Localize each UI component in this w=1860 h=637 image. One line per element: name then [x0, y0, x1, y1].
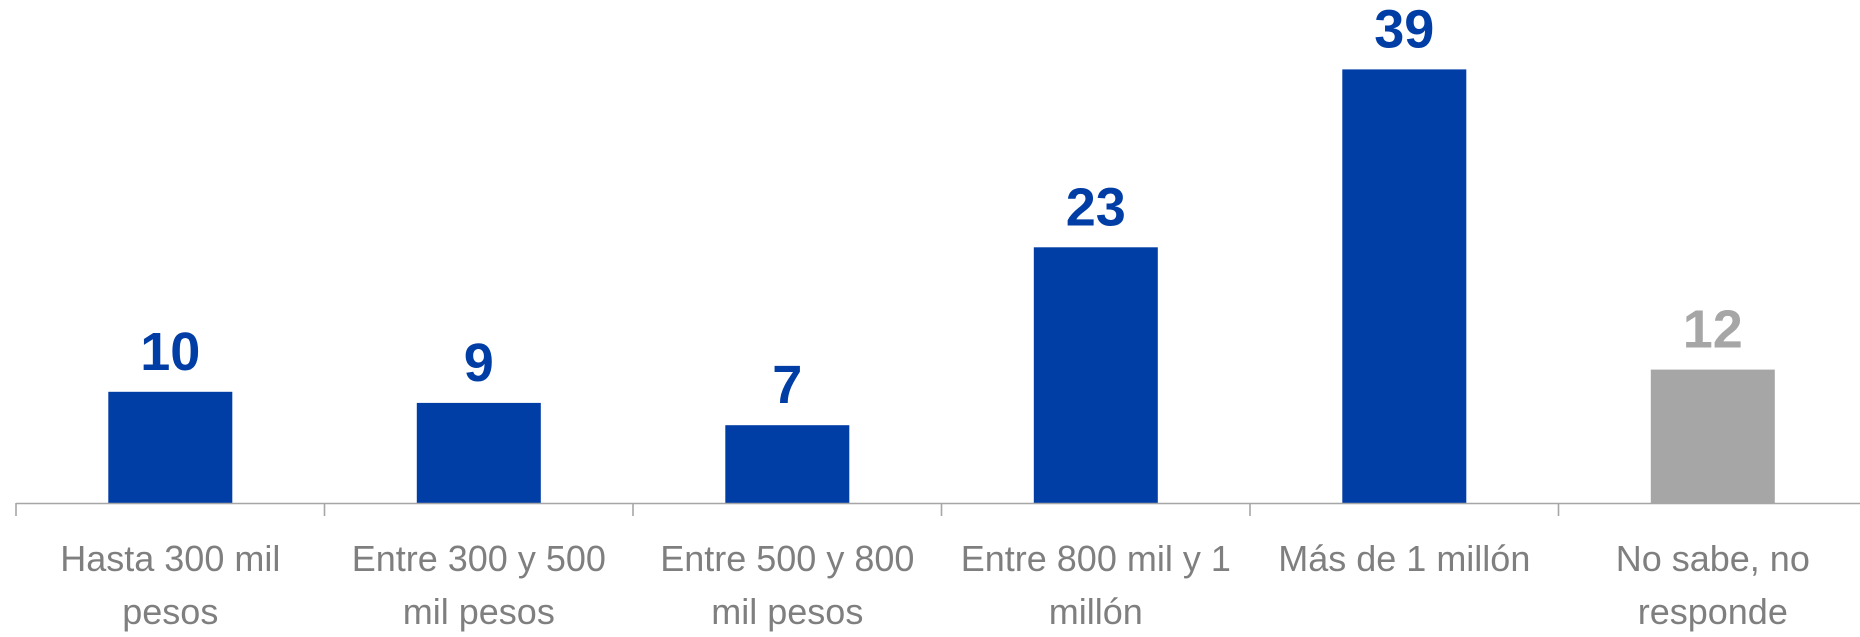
x-axis	[15, 502, 1860, 516]
bar-3	[725, 425, 850, 503]
category-label-4: Entre 800 mil y 1 millón	[961, 538, 1231, 632]
data-label-4: 23	[1066, 177, 1126, 237]
category-label-1: Hasta 300 mil pesos	[60, 538, 280, 632]
bar-5	[1342, 69, 1467, 504]
category-label-5: Más de 1 millón	[1278, 538, 1530, 579]
bars-layer	[108, 69, 1775, 504]
data-label-2: 9	[464, 333, 494, 393]
bar-1	[108, 391, 233, 503]
bar-4	[1033, 247, 1158, 503]
data-label-1: 10	[140, 322, 200, 382]
category-label-6: No sabe, no responde	[1616, 538, 1810, 632]
bar-6	[1650, 369, 1775, 503]
value-labels: 10 9 7 23 39 12	[140, 0, 1743, 415]
data-label-3: 7	[772, 355, 802, 415]
category-label-3: Entre 500 y 800 mil pesos	[660, 538, 914, 632]
data-label-5: 39	[1374, 0, 1434, 59]
bar-2	[416, 402, 541, 503]
category-label-2: Entre 300 y 500 mil pesos	[352, 538, 606, 632]
data-label-6: 12	[1683, 300, 1743, 360]
category-labels: Hasta 300 mil pesos Entre 300 y 500 mil pes…	[60, 538, 1810, 632]
